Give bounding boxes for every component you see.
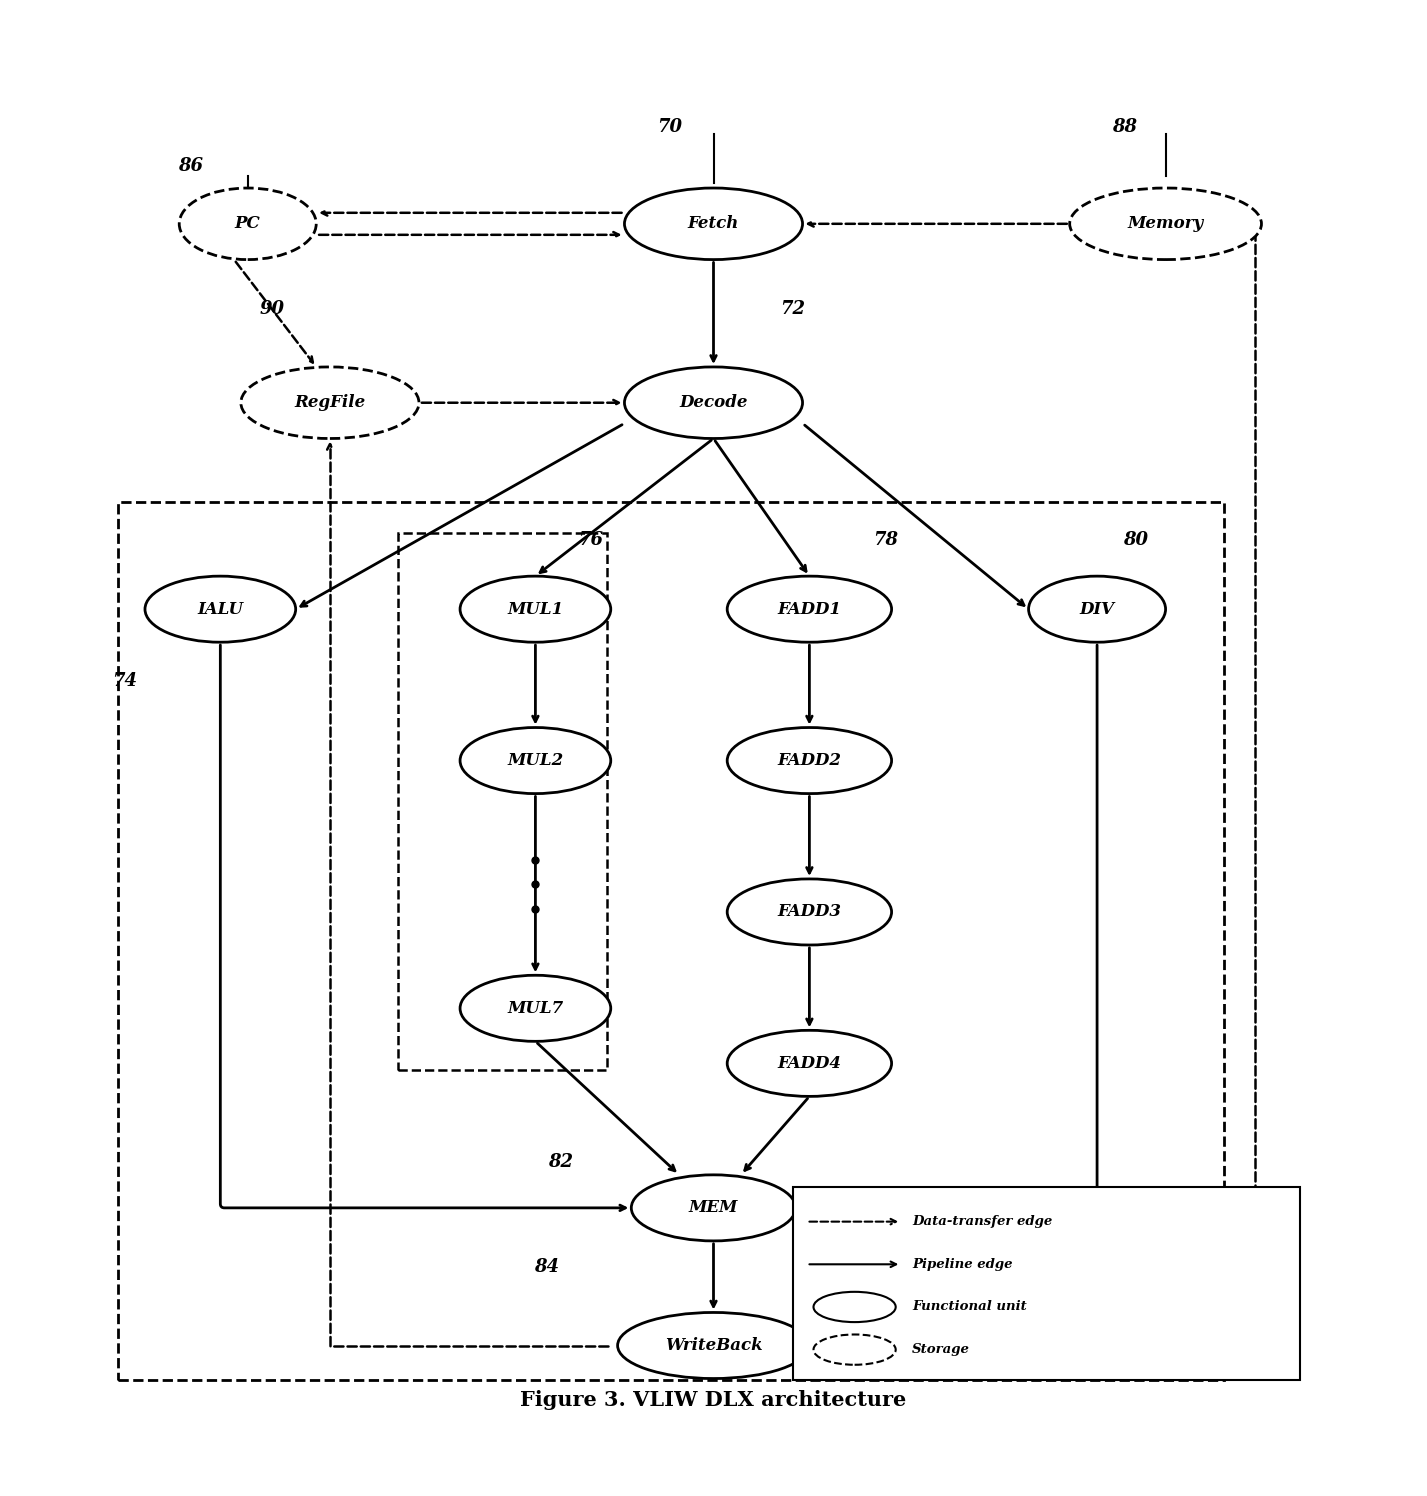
FancyBboxPatch shape bbox=[793, 1188, 1300, 1379]
Text: MUL1: MUL1 bbox=[507, 601, 564, 618]
Ellipse shape bbox=[728, 1031, 892, 1097]
Ellipse shape bbox=[1070, 188, 1261, 260]
Text: MEM: MEM bbox=[689, 1200, 738, 1216]
Text: 74: 74 bbox=[111, 672, 137, 690]
Ellipse shape bbox=[146, 576, 295, 642]
Text: Pipeline edge: Pipeline edge bbox=[912, 1258, 1013, 1270]
Text: IALU: IALU bbox=[197, 601, 244, 618]
Text: FADD2: FADD2 bbox=[778, 752, 842, 769]
Text: MUL7: MUL7 bbox=[507, 999, 564, 1017]
Text: Data-transfer edge: Data-transfer edge bbox=[912, 1215, 1052, 1228]
Text: FADD3: FADD3 bbox=[778, 904, 842, 920]
Text: FADD1: FADD1 bbox=[778, 601, 842, 618]
Ellipse shape bbox=[625, 188, 802, 260]
Text: 86: 86 bbox=[178, 157, 203, 175]
Text: MUL2: MUL2 bbox=[507, 752, 564, 769]
Ellipse shape bbox=[1029, 576, 1166, 642]
Text: 82: 82 bbox=[548, 1153, 572, 1171]
Ellipse shape bbox=[459, 727, 611, 793]
Text: Memory: Memory bbox=[1127, 215, 1203, 232]
Text: WriteBack: WriteBack bbox=[665, 1337, 762, 1354]
Ellipse shape bbox=[728, 880, 892, 945]
Ellipse shape bbox=[618, 1312, 809, 1378]
Ellipse shape bbox=[813, 1293, 896, 1322]
Text: PC: PC bbox=[235, 215, 261, 232]
Ellipse shape bbox=[180, 188, 317, 260]
Text: RegFile: RegFile bbox=[294, 395, 365, 411]
Text: Functional unit: Functional unit bbox=[912, 1300, 1027, 1313]
Ellipse shape bbox=[728, 727, 892, 793]
Ellipse shape bbox=[459, 576, 611, 642]
Text: Storage: Storage bbox=[912, 1343, 970, 1357]
Ellipse shape bbox=[728, 576, 892, 642]
Ellipse shape bbox=[459, 975, 611, 1041]
Text: 76: 76 bbox=[578, 531, 602, 549]
Text: Decode: Decode bbox=[679, 395, 748, 411]
Text: Fetch: Fetch bbox=[688, 215, 739, 232]
Text: Figure 3. VLIW DLX architecture: Figure 3. VLIW DLX architecture bbox=[521, 1390, 906, 1411]
Ellipse shape bbox=[813, 1334, 896, 1364]
Text: 80: 80 bbox=[1123, 531, 1147, 549]
Text: FADD4: FADD4 bbox=[778, 1055, 842, 1071]
Text: 90: 90 bbox=[260, 301, 285, 319]
Text: 84: 84 bbox=[534, 1258, 559, 1276]
Text: 70: 70 bbox=[658, 118, 682, 136]
Ellipse shape bbox=[631, 1174, 796, 1240]
Ellipse shape bbox=[625, 367, 802, 438]
Text: 88: 88 bbox=[1112, 118, 1137, 136]
Text: 72: 72 bbox=[781, 301, 805, 319]
Ellipse shape bbox=[241, 367, 420, 438]
Text: DIV: DIV bbox=[1080, 601, 1114, 618]
Text: 78: 78 bbox=[873, 531, 899, 549]
